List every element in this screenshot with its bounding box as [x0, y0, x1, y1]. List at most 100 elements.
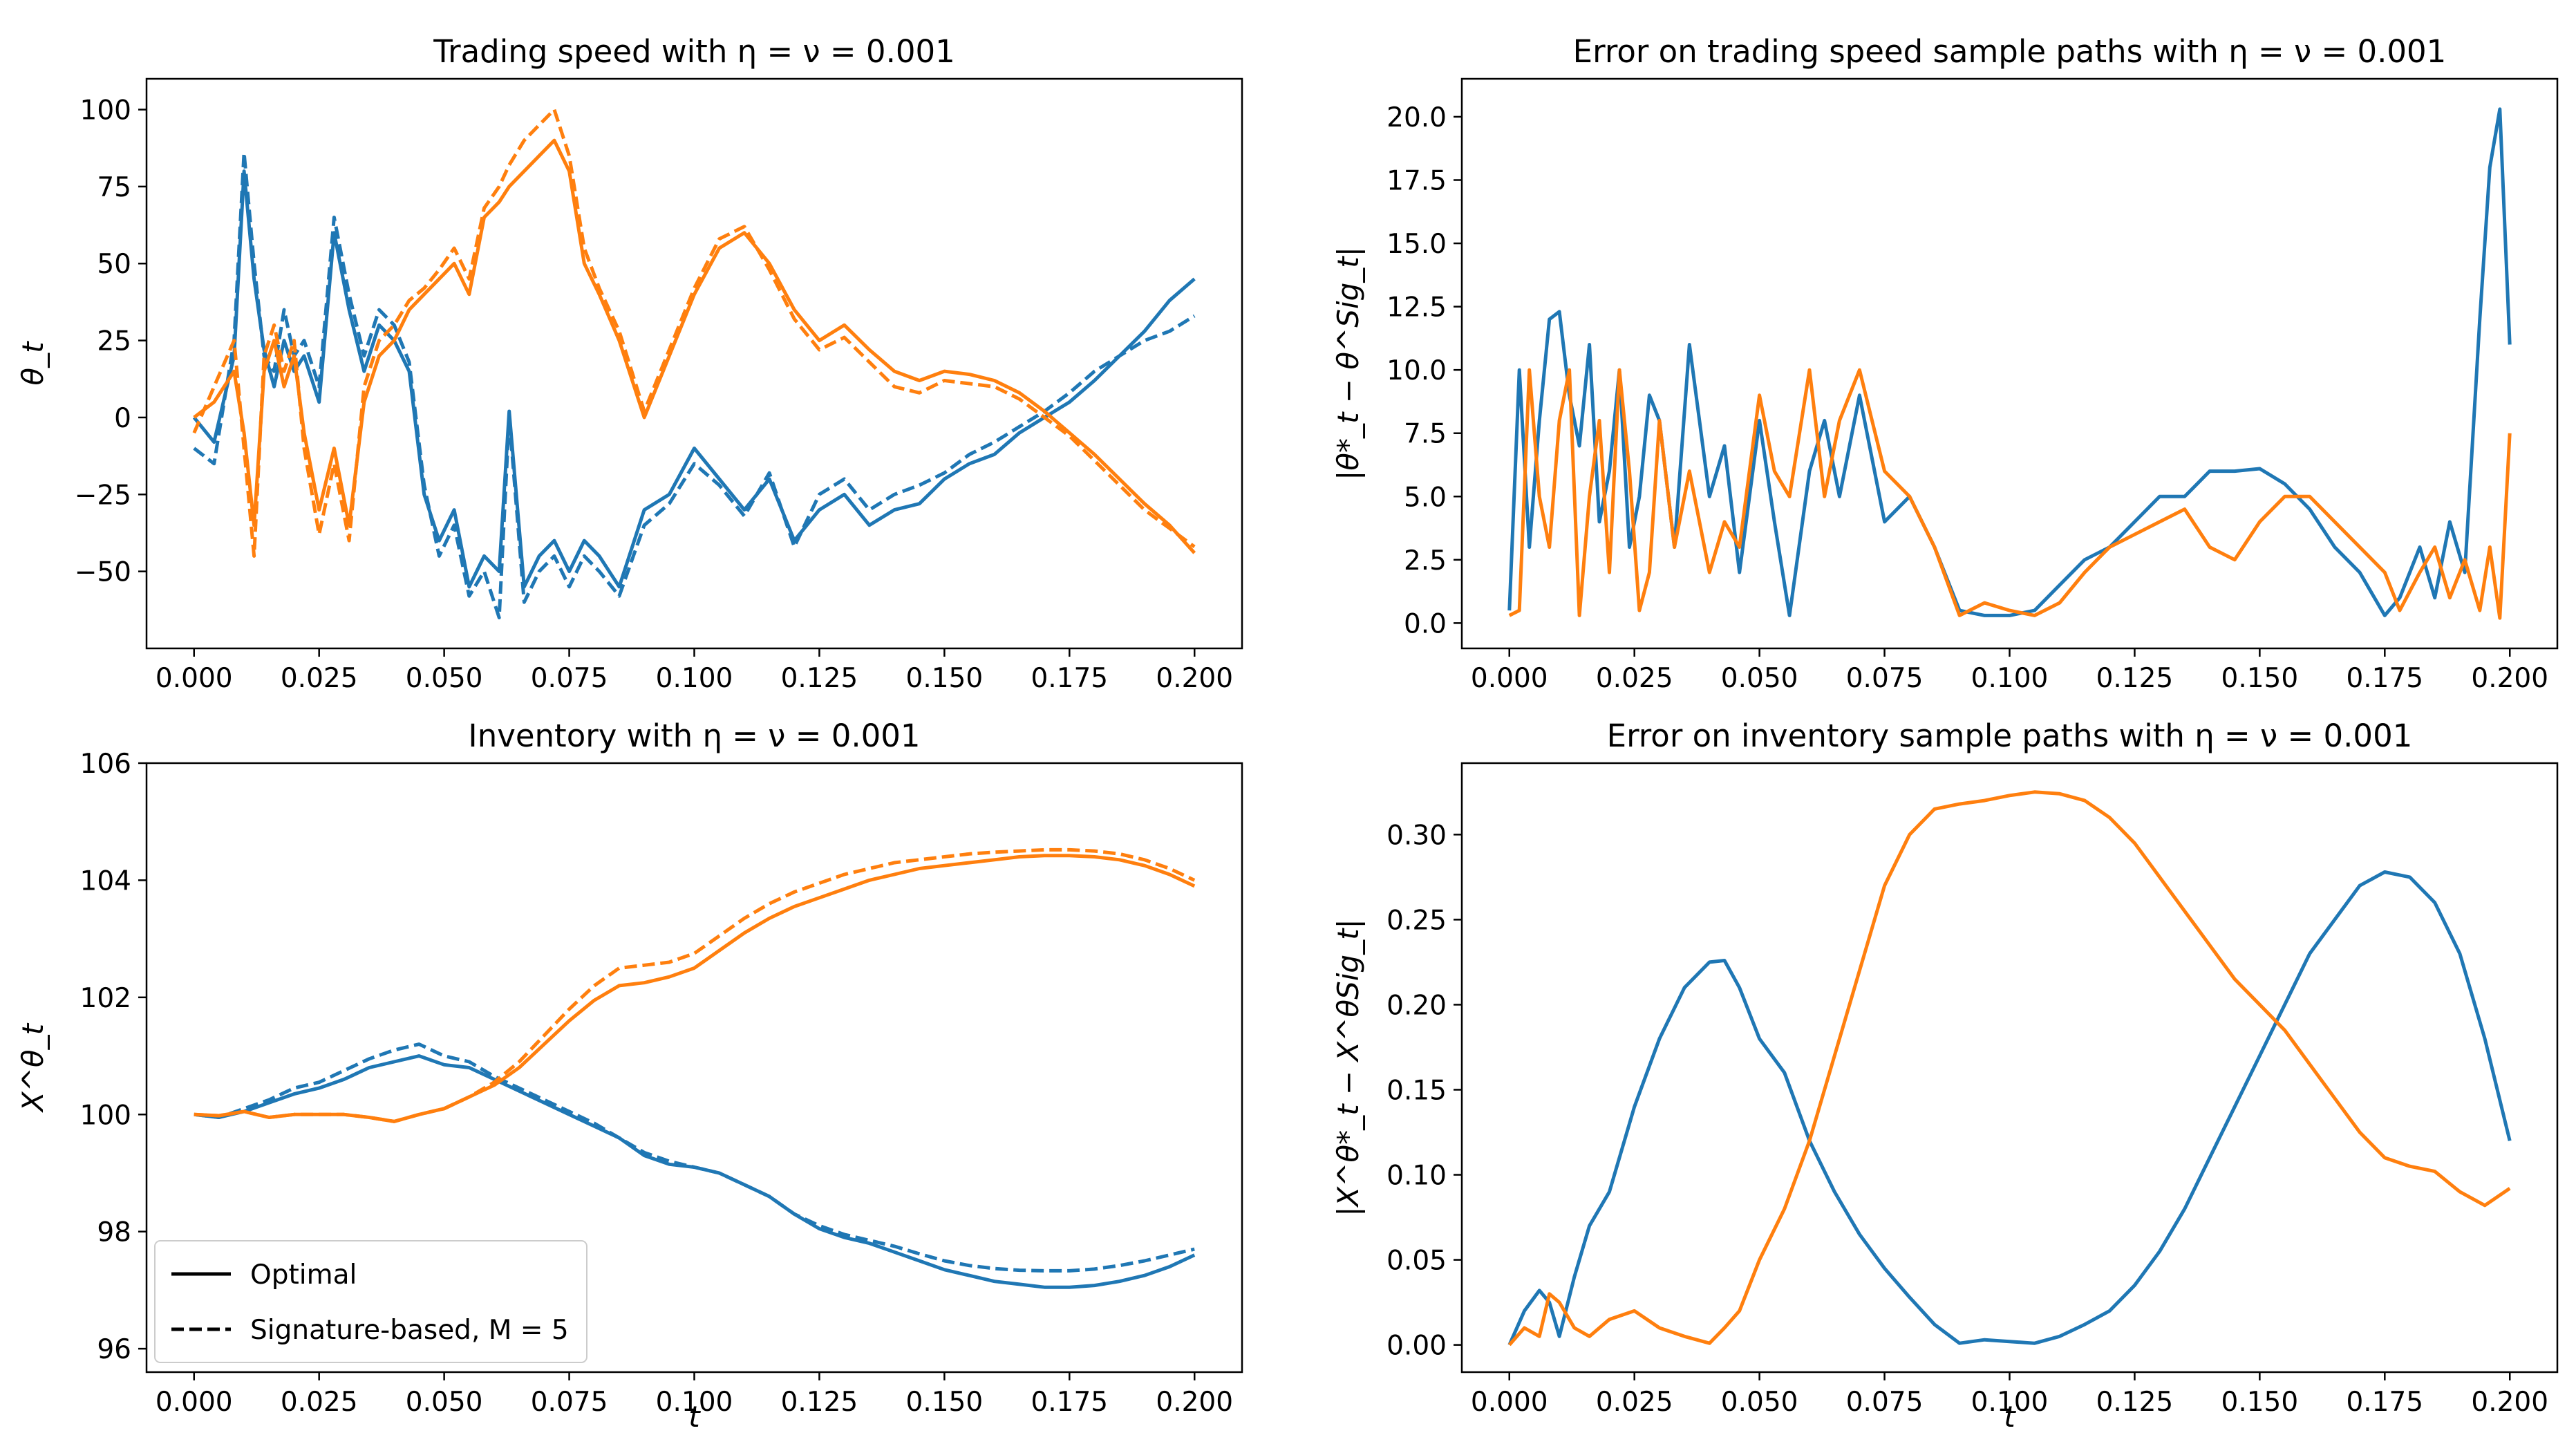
x-tick-label: 0.025 [1596, 1387, 1673, 1418]
series-line-1 [1507, 870, 2512, 1346]
trading-speed-panel: Trading speed with η = ν = 0.001 0.000 0.0… [16, 33, 1243, 694]
x-tick-label: 0.050 [406, 1387, 483, 1418]
x-tick-label: 0.100 [1971, 663, 2049, 694]
series-line-1 [1507, 107, 2512, 617]
legend: Optimal Signature-based, M = 5 [154, 1240, 587, 1363]
x-tick-label: 0.175 [1031, 663, 1108, 694]
y-tick-label: 20.0 [1386, 102, 1447, 133]
y-tick-label: 10.0 [1386, 355, 1447, 386]
y-tick-label: 0.30 [1386, 820, 1447, 851]
y-tick-label: 96 [97, 1334, 131, 1365]
x-tick-label: 0.100 [1971, 1387, 2049, 1418]
series-line-3 [193, 138, 1196, 554]
x-tick-label: 0.075 [1846, 1387, 1924, 1418]
y-tick-label: 0.00 [1386, 1331, 1447, 1362]
x-tick-label: 0.050 [1721, 1387, 1798, 1418]
y-axis-label: θ_t [16, 341, 50, 386]
chart-title: Inventory with η = ν = 0.001 [468, 718, 920, 754]
axes-frame [1460, 77, 2559, 650]
y-tick-label: 2.5 [1404, 545, 1447, 576]
x-tick-label: 0.000 [1471, 663, 1548, 694]
x-tick-label: 0.175 [1031, 1387, 1108, 1418]
series-line-2 [194, 1042, 1195, 1273]
legend-box [154, 1240, 587, 1363]
x-tick-label: 0.025 [1596, 663, 1673, 694]
inventory-panel: Inventory with η = ν = 0.001 0.000 0.025 0.… [16, 718, 1243, 1434]
y-tick-label: 0 [114, 403, 131, 434]
legend-signature-label: Signature-based, M = 5 [250, 1315, 569, 1346]
inventory-error-panel: Error on inventory sample paths with η =… [1331, 718, 2559, 1434]
y-tick-label: −50 [75, 557, 131, 588]
y-tick-label: 0.0 [1404, 608, 1447, 639]
y-tick-label: 15.0 [1386, 229, 1447, 260]
x-tick-label: 0.125 [2096, 663, 2174, 694]
y-tick-label: 104 [80, 865, 131, 897]
series-group [1507, 107, 2512, 620]
y-tick-label: 0.10 [1386, 1161, 1447, 1192]
x-tick-label: 0.050 [406, 663, 483, 694]
y-tick-label: 7.5 [1404, 419, 1447, 450]
x-tick-label: 0.125 [781, 663, 858, 694]
y-tick-label: 0.25 [1386, 905, 1447, 936]
y-tick-label: 5.0 [1404, 482, 1447, 513]
x-tick-label: 0.025 [281, 1387, 358, 1418]
y-tick-label: −25 [75, 480, 131, 511]
y-tick-label: 100 [80, 95, 131, 126]
series-group [194, 847, 1196, 1289]
series-line-2 [1508, 368, 2512, 620]
y-tick-label: 25 [97, 326, 131, 357]
trading-speed-error-panel: Error on trading speed sample paths with… [1331, 33, 2559, 694]
x-tick-label: 0.100 [656, 663, 733, 694]
x-tick-label: 0.100 [656, 1387, 733, 1418]
series-line-4 [192, 108, 1196, 558]
chart-title: Trading speed with η = ν = 0.001 [433, 33, 955, 70]
series-group [192, 108, 1196, 619]
axes-frame [1460, 762, 2559, 1374]
y-tick-label: 102 [80, 983, 131, 1014]
y-axis-label: |X^θ*_t − X^θSig_t| [1331, 919, 1365, 1216]
series-line-1 [192, 169, 1196, 589]
y-tick-label: 106 [80, 749, 131, 780]
chart-title: Error on trading speed sample paths with… [1573, 33, 2447, 70]
y-tick-label: 75 [97, 172, 131, 203]
series-line-2 [1507, 790, 2511, 1347]
x-tick-label: 0.200 [1156, 1387, 1233, 1418]
x-tick-label: 0.200 [2471, 663, 2548, 694]
x-tick-label: 0.200 [1156, 663, 1233, 694]
x-tick-label: 0.175 [2346, 663, 2423, 694]
x-tick-label: 0.025 [281, 663, 358, 694]
chart-title: Error on inventory sample paths with η =… [1607, 718, 2413, 754]
series-line-2 [193, 151, 1196, 619]
x-tick-label: 0.000 [156, 1387, 233, 1418]
y-tick-label: 98 [97, 1217, 131, 1248]
series-group [1507, 790, 2512, 1347]
x-axis-label: t [688, 1400, 701, 1434]
x-tick-label: 0.075 [1846, 663, 1924, 694]
x-tick-label: 0.175 [2346, 1387, 2423, 1418]
y-tick-label: 0.15 [1386, 1075, 1447, 1106]
x-tick-label: 0.000 [1471, 1387, 1548, 1418]
y-tick-label: 0.05 [1386, 1246, 1447, 1277]
y-tick-label: 100 [80, 1100, 131, 1131]
x-tick-label: 0.050 [1721, 663, 1798, 694]
x-tick-label: 0.150 [2221, 663, 2299, 694]
x-tick-label: 0.075 [531, 1387, 608, 1418]
x-tick-label: 0.150 [2221, 1387, 2299, 1418]
x-tick-label: 0.200 [2471, 1387, 2548, 1418]
y-tick-label: 50 [97, 249, 131, 280]
series-line-3 [194, 854, 1196, 1123]
y-axis-label: |θ*_t − θ^Sig_t| [1331, 247, 1365, 480]
x-tick-label: 0.000 [156, 663, 233, 694]
y-tick-label: 12.5 [1386, 292, 1447, 324]
x-tick-label: 0.125 [2096, 1387, 2174, 1418]
x-tick-label: 0.150 [906, 1387, 984, 1418]
legend-optimal-label: Optimal [250, 1259, 357, 1291]
y-tick-label: 0.20 [1386, 990, 1447, 1021]
y-tick-label: 17.5 [1386, 165, 1447, 196]
y-axis-label: X^θ_t [16, 1022, 50, 1113]
x-axis-label: t [2004, 1400, 2016, 1434]
x-tick-label: 0.075 [531, 663, 608, 694]
series-line-4 [194, 847, 1196, 1123]
x-tick-label: 0.150 [906, 663, 984, 694]
